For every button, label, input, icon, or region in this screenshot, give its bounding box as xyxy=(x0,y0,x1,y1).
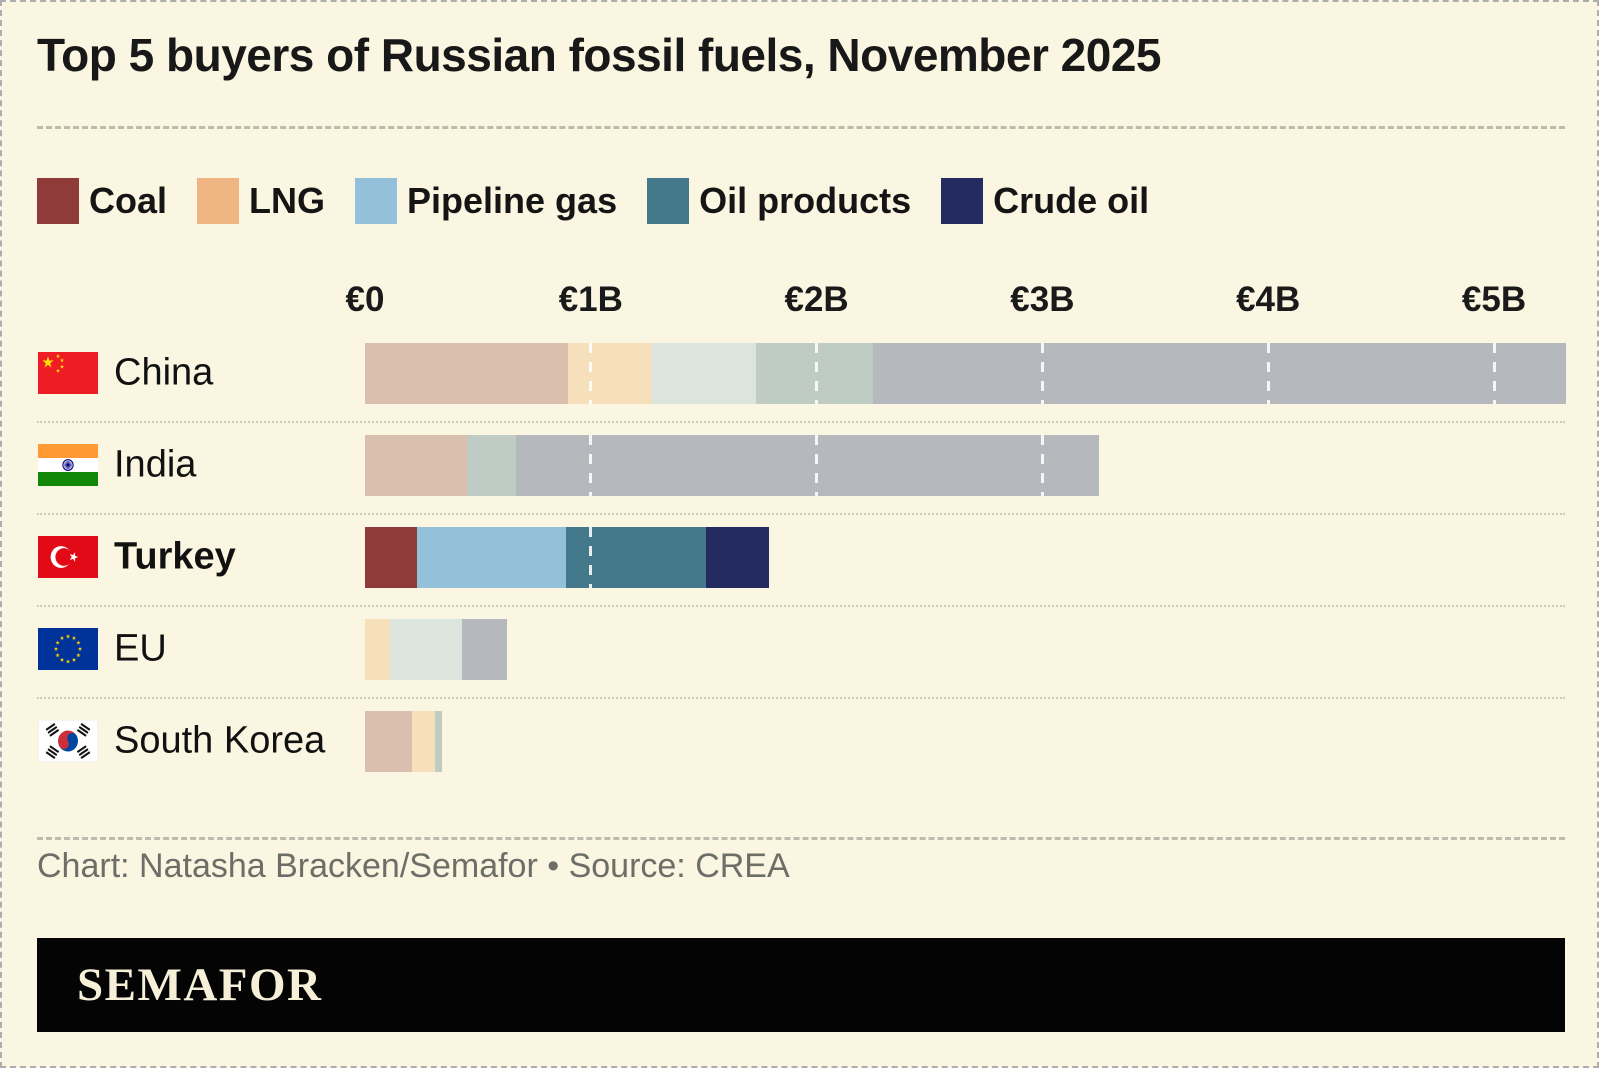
grid-tick-line xyxy=(1266,343,1270,404)
title-separator xyxy=(37,126,1565,129)
x-axis-tick-label: €1B xyxy=(558,280,623,319)
coal-swatch-icon xyxy=(37,178,79,224)
eu-flag-icon xyxy=(38,628,98,670)
bar-segment-crude_oil xyxy=(873,343,1567,404)
bar-segment-lng xyxy=(365,619,390,680)
bar-segment-oil_products xyxy=(466,435,517,496)
south_korea-flag-icon xyxy=(38,720,98,762)
row-separator xyxy=(37,421,1565,423)
legend-item-oil_products: Oil products xyxy=(647,178,911,224)
grid-tick-line xyxy=(589,435,593,496)
country-label: China xyxy=(114,351,214,394)
stacked-bar xyxy=(365,527,770,588)
legend-label: Oil products xyxy=(699,180,912,221)
legend-item-crude_oil: Crude oil xyxy=(941,178,1149,224)
chart-row-eu: EU xyxy=(2,605,1597,697)
bar-segment-pipeline_gas xyxy=(416,527,566,588)
grid-tick-line xyxy=(1492,343,1496,404)
legend-label: LNG xyxy=(249,180,326,221)
legend-item-coal: Coal xyxy=(37,178,167,224)
china-flag-icon xyxy=(38,352,98,394)
grid-tick-line xyxy=(1040,435,1044,496)
bar-segment-oil_products xyxy=(434,711,442,772)
bar-segment-oil_products xyxy=(565,527,706,588)
oil_products-swatch-icon xyxy=(647,178,690,224)
legend-label: Crude oil xyxy=(993,180,1150,221)
x-axis-tick-label: €4B xyxy=(1236,280,1301,319)
chart-row-china: China xyxy=(2,329,1597,421)
grid-tick-line xyxy=(815,343,819,404)
legend-label: Pipeline gas xyxy=(407,180,618,221)
bar-segment-oil_products xyxy=(755,343,874,404)
chart-row-south_korea: South Korea xyxy=(2,697,1597,789)
lng-swatch-icon xyxy=(197,178,240,224)
stacked-bar xyxy=(365,619,508,680)
bar-segment-pipeline_gas xyxy=(389,619,463,680)
chart-row-india: India xyxy=(2,421,1597,513)
crude_oil-swatch-icon xyxy=(941,178,984,224)
row-separator xyxy=(37,605,1565,607)
country-label: Turkey xyxy=(114,535,236,578)
grid-tick-line xyxy=(1040,343,1044,404)
grid-tick-line xyxy=(589,343,593,404)
row-separator xyxy=(37,513,1565,515)
page-title: Top 5 buyers of Russian fossil fuels, No… xyxy=(37,29,1162,81)
x-axis-tick-label: €5B xyxy=(1461,280,1527,319)
bar-segment-pipeline_gas xyxy=(651,343,756,404)
footer-separator xyxy=(37,837,1565,840)
x-axis-tick-label: €3B xyxy=(1010,280,1075,319)
bar-segment-crude_oil xyxy=(705,527,770,588)
bar-segment-coal xyxy=(365,527,417,588)
stacked-bar xyxy=(365,343,1567,404)
x-axis-tick-label: €0 xyxy=(345,280,385,319)
india-flag-icon xyxy=(38,444,98,486)
turkey-flag-icon xyxy=(38,536,98,578)
credit-text: Chart: Natasha Bracken/Semafor • Source:… xyxy=(37,847,790,885)
legend-label: Coal xyxy=(89,180,168,221)
brand-bar: SEMAFOR xyxy=(37,938,1565,1032)
row-separator xyxy=(37,697,1565,699)
x-axis-tick-label: €2B xyxy=(784,280,849,319)
bar-segment-coal xyxy=(365,711,413,772)
chart-row-turkey: Turkey xyxy=(2,513,1597,605)
country-label: EU xyxy=(114,627,167,670)
stacked-bar xyxy=(365,435,1099,496)
legend: Coal LNG Pipeline gas Oil products Crude oil xyxy=(37,178,1149,224)
bar-segment-crude_oil xyxy=(516,435,1099,496)
stacked-bar xyxy=(365,711,442,772)
country-label: South Korea xyxy=(114,719,326,762)
grid-tick-line xyxy=(589,527,593,588)
bar-segment-coal xyxy=(365,343,569,404)
bar-segment-crude_oil xyxy=(462,619,508,680)
bar-segment-coal xyxy=(365,435,467,496)
legend-item-lng: LNG xyxy=(197,178,325,224)
semafor-logo: SEMAFOR xyxy=(77,959,323,1011)
pipeline_gas-swatch-icon xyxy=(355,178,398,224)
bar-segment-lng xyxy=(412,711,435,772)
grid-tick-line xyxy=(815,435,819,496)
bar-segment-lng xyxy=(568,343,652,404)
legend-item-pipeline_gas: Pipeline gas xyxy=(355,178,617,224)
country-label: India xyxy=(114,443,197,486)
